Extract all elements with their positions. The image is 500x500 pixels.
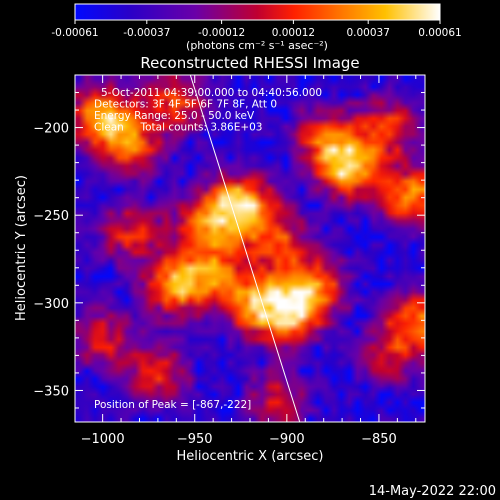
y-tick-label: −300 [33, 297, 69, 312]
x-tick-label: −1000 [81, 432, 125, 447]
annotation-peak-position: Position of Peak = [-867,-222] [94, 399, 251, 411]
chart-title: Reconstructed RHESSI Image [140, 54, 359, 72]
annotation-clean-counts: Clean Total counts: 3.86E+03 [94, 122, 263, 134]
footer-timestamp: 14-May-2022 22:00 [369, 484, 496, 499]
annotation-block: 5-Oct-2011 04:39:00.000 to 04:40:56.000 … [94, 87, 322, 411]
colorbar-ticks: -0.00061 -0.00037 -0.00012 0.00012 0.00037 0.… [51, 20, 462, 39]
colorbar-tick-label: -0.00061 [51, 27, 98, 39]
annotation-energy-range: Energy Range: 25.0 - 50.0 keV [94, 110, 255, 122]
x-tick-label: −950 [177, 432, 213, 447]
y-axis-label: Heliocentric Y (arcsec) [14, 175, 29, 321]
colorbar-tick-label: 0.00061 [418, 27, 461, 39]
colorbar-tick-label: 0.00037 [346, 27, 389, 39]
heatmap-image [75, 75, 425, 422]
colorbar-tick-label: -0.00012 [198, 27, 245, 39]
y-tick-label: −250 [33, 209, 69, 224]
x-tick-label: −900 [269, 432, 305, 447]
y-tick-label: −350 [33, 384, 69, 399]
annotation-detectors: Detectors: 3F 4F 5F 6F 7F 8F, Att 0 [94, 99, 277, 111]
annotation-time-range: 5-Oct-2011 04:39:00.000 to 04:40:56.000 [101, 87, 322, 99]
limb-line [189, 75, 301, 422]
colorbar-units-label: (photons cm⁻² s⁻¹ asec⁻²) [186, 39, 328, 52]
colorbar-tick-label: -0.00037 [123, 27, 170, 39]
colorbar [74, 3, 441, 21]
colorbar-tick-label: 0.00012 [272, 27, 315, 39]
axis-ticks: −1000 −950 −900 −850 −200 −250 −300 −350 [33, 75, 425, 447]
x-axis-label: Heliocentric X (arcsec) [177, 449, 324, 464]
y-tick-label: −200 [33, 122, 69, 137]
x-tick-label: −850 [361, 432, 397, 447]
